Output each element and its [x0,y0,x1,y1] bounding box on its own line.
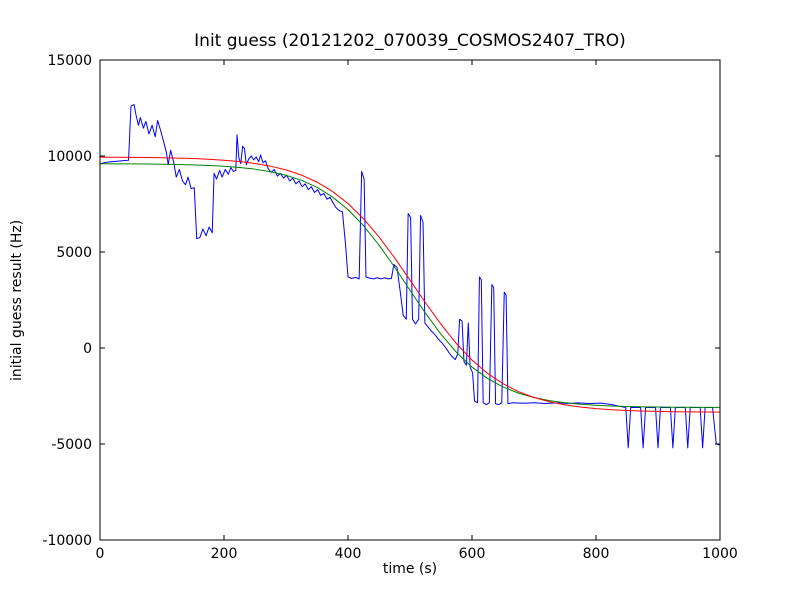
axes-frame [99,59,721,541]
x-axis-label: time (s) [382,561,438,577]
y-axis-label: initial guess result (Hz) [9,219,25,381]
series-blue-noisy-line [99,104,721,449]
x-tick-label: 800 [583,546,610,562]
series-green-smooth-line [99,163,721,408]
x-tick-label: 400 [335,546,362,562]
x-tick-label: 1000 [702,546,738,562]
y-tick-label: 15000 [47,53,92,69]
series-red-fit-line [99,156,721,413]
y-tick-label: -10000 [42,533,92,549]
y-tick-label: 0 [83,341,92,357]
plot-background [100,60,720,540]
y-tick-label: 5000 [56,245,92,261]
x-tick-label: 0 [96,546,105,562]
x-tick-label: 600 [459,546,486,562]
chart-title: Init guess (20121202_070039_COSMOS2407_T… [194,31,626,51]
y-tick-label: -5000 [51,437,92,453]
x-tick-label: 200 [211,546,238,562]
y-tick-label: 10000 [47,149,92,165]
